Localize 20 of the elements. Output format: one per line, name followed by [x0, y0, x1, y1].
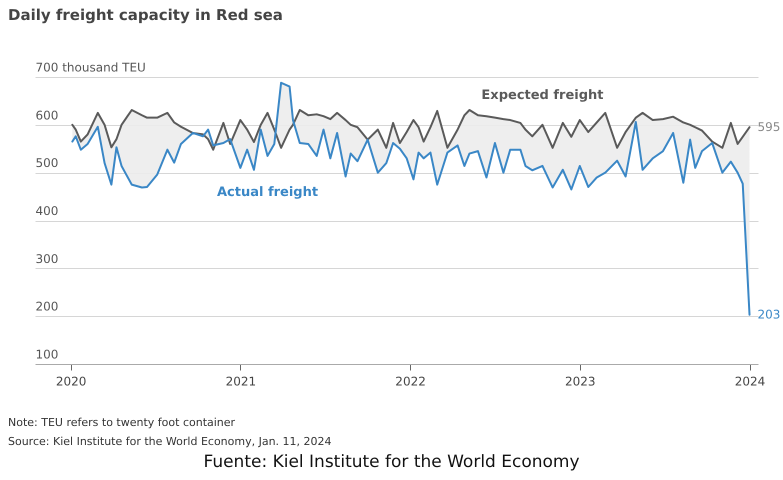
y-tick-label: 200	[36, 300, 58, 314]
x-tick-label: 2024	[734, 374, 766, 388]
x-tick-label: 2021	[226, 374, 256, 388]
y-tick-label: 100	[36, 348, 58, 362]
y-tick-label: 600	[36, 108, 58, 122]
x-tick-label: 2023	[565, 374, 596, 388]
text: Note: TEU refers to twenty foot container	[8, 415, 236, 431]
y-tick-label: 700 thousand TEU	[36, 60, 146, 74]
chart-title: Daily freight capacity in Red sea	[8, 6, 283, 24]
y-tick-label: 300	[36, 252, 58, 266]
x-tick-label: 2020	[56, 374, 86, 388]
y-tick-label: 400	[36, 204, 58, 218]
y-tick-label: 500	[36, 156, 58, 170]
annotation: 595	[758, 120, 780, 134]
source-note: Source: Kiel Institute for the World Economy, Jan. 11, 2024	[8, 434, 333, 450]
series-label: Expected freight	[481, 88, 604, 103]
source-note: Fuente: Kiel Institute for the World Economy	[202, 452, 581, 472]
annotation: 203	[758, 308, 780, 322]
x-tick-label: 2022	[395, 374, 426, 388]
text: Actual freight	[216, 184, 318, 200]
